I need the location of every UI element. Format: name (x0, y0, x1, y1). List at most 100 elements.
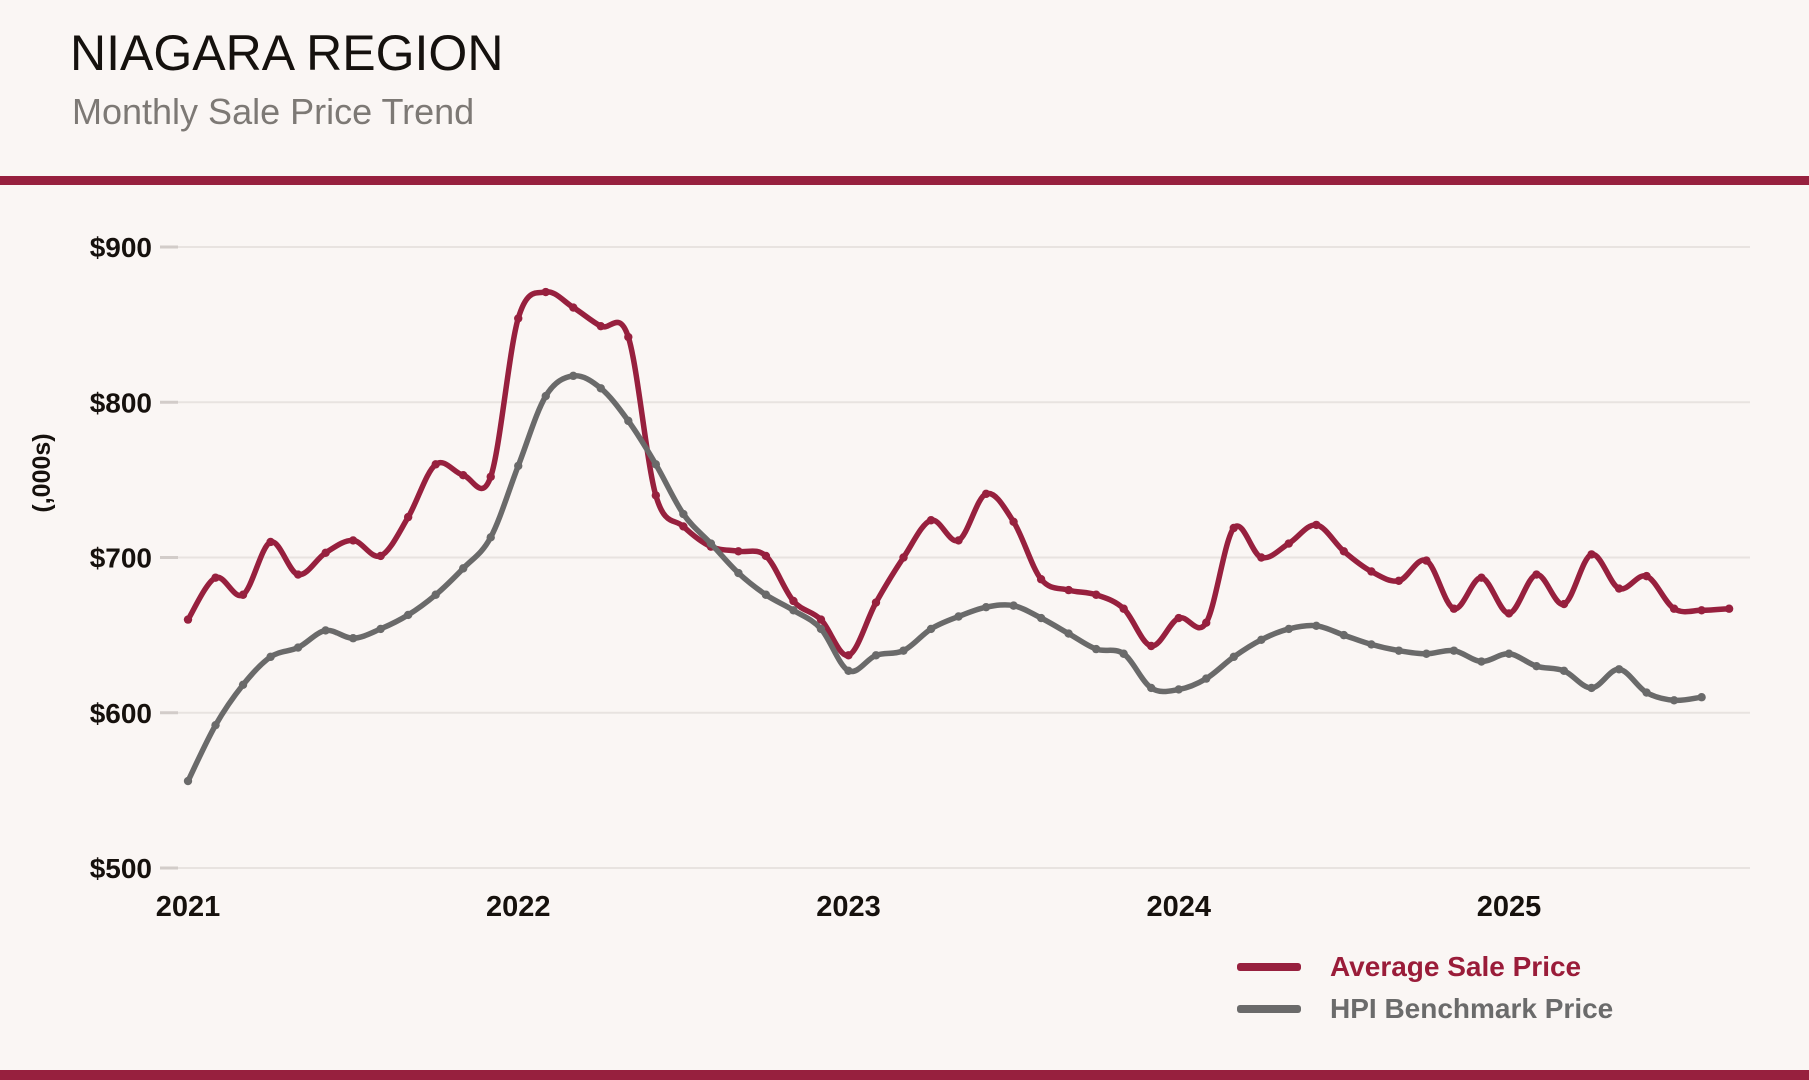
data-point[interactable] (376, 624, 385, 634)
data-point[interactable] (926, 516, 936, 525)
data-point[interactable] (706, 539, 716, 548)
data-point[interactable] (1449, 646, 1459, 655)
data-point[interactable] (486, 472, 495, 481)
data-point[interactable] (514, 314, 523, 323)
data-point[interactable] (293, 570, 303, 579)
data-point[interactable] (514, 461, 523, 471)
data-point[interactable] (1147, 683, 1156, 693)
data-point[interactable] (1339, 547, 1349, 556)
data-point[interactable] (1174, 613, 1183, 623)
data-point[interactable] (1064, 585, 1073, 595)
data-point[interactable] (486, 533, 495, 542)
data-point[interactable] (1422, 556, 1431, 565)
data-point[interactable] (1697, 606, 1706, 615)
data-point[interactable] (1669, 604, 1679, 613)
data-point[interactable] (431, 590, 440, 599)
data-point[interactable] (1642, 571, 1651, 581)
data-point[interactable] (816, 624, 826, 634)
data-point[interactable] (1174, 685, 1183, 694)
data-point[interactable] (789, 596, 798, 606)
data-point[interactable] (348, 536, 358, 545)
data-point[interactable] (844, 651, 853, 660)
data-point[interactable] (238, 590, 248, 599)
data-point[interactable] (926, 624, 936, 634)
data-point[interactable] (679, 509, 688, 519)
data-point[interactable] (816, 615, 826, 624)
data-point[interactable] (651, 460, 661, 469)
data-point[interactable] (679, 522, 688, 531)
data-point[interactable] (1614, 584, 1624, 593)
data-point[interactable] (789, 606, 798, 615)
data-point[interactable] (899, 553, 908, 562)
data-point[interactable] (871, 651, 881, 660)
data-point[interactable] (954, 536, 963, 545)
data-point[interactable] (1339, 630, 1349, 640)
data-point[interactable] (1229, 523, 1238, 533)
data-point[interactable] (541, 391, 550, 401)
data-point[interactable] (1284, 624, 1294, 634)
data-point[interactable] (541, 287, 550, 297)
data-point[interactable] (624, 416, 633, 426)
data-point[interactable] (1532, 570, 1541, 579)
data-point[interactable] (211, 573, 220, 582)
data-point[interactable] (1394, 646, 1404, 655)
data-point[interactable] (1504, 609, 1514, 618)
data-point[interactable] (1642, 688, 1651, 697)
data-point[interactable] (651, 491, 661, 500)
data-point[interactable] (1587, 550, 1596, 559)
data-point[interactable] (596, 384, 605, 393)
data-point[interactable] (761, 551, 771, 561)
data-point[interactable] (431, 460, 440, 469)
data-point[interactable] (293, 643, 303, 652)
data-point[interactable] (761, 590, 771, 599)
data-point[interactable] (899, 646, 908, 655)
data-point[interactable] (1119, 604, 1128, 613)
data-point[interactable] (266, 537, 275, 547)
data-point[interactable] (1091, 644, 1101, 654)
data-point[interactable] (734, 547, 743, 556)
data-point[interactable] (348, 634, 358, 643)
data-point[interactable] (1477, 573, 1486, 582)
data-point[interactable] (734, 568, 743, 578)
data-point[interactable] (266, 652, 275, 662)
data-point[interactable] (459, 564, 468, 573)
data-point[interactable] (569, 303, 578, 312)
data-point[interactable] (1064, 629, 1073, 638)
data-point[interactable] (1614, 665, 1624, 674)
data-point[interactable] (211, 720, 220, 730)
data-point[interactable] (1394, 576, 1404, 585)
data-point[interactable] (1449, 604, 1459, 613)
data-point[interactable] (1367, 640, 1376, 649)
data-point[interactable] (1091, 590, 1101, 599)
data-point[interactable] (1312, 621, 1321, 631)
data-point[interactable] (1257, 553, 1266, 562)
data-point[interactable] (1477, 657, 1486, 666)
data-point[interactable] (1504, 649, 1514, 658)
data-point[interactable] (569, 371, 578, 381)
data-point[interactable] (981, 602, 991, 612)
data-point[interactable] (1009, 517, 1018, 526)
data-point[interactable] (1559, 599, 1569, 609)
data-point[interactable] (596, 321, 605, 331)
data-point[interactable] (183, 615, 193, 624)
data-point[interactable] (1587, 683, 1596, 693)
data-point[interactable] (1009, 601, 1018, 610)
data-point[interactable] (1036, 575, 1046, 584)
data-point[interactable] (1202, 618, 1211, 627)
data-point[interactable] (1367, 567, 1376, 576)
data-point[interactable] (238, 680, 248, 690)
data-point[interactable] (1147, 641, 1156, 651)
data-point[interactable] (376, 551, 385, 561)
data-point[interactable] (183, 776, 193, 786)
data-point[interactable] (1229, 652, 1238, 662)
data-point[interactable] (1257, 635, 1266, 644)
data-point[interactable] (321, 626, 330, 635)
data-point[interactable] (403, 512, 413, 522)
data-point[interactable] (1422, 649, 1431, 658)
data-point[interactable] (1119, 649, 1128, 658)
data-point[interactable] (321, 548, 330, 558)
data-point[interactable] (1697, 693, 1706, 702)
data-point[interactable] (1312, 520, 1321, 530)
data-point[interactable] (1036, 613, 1046, 623)
data-point[interactable] (624, 332, 633, 342)
